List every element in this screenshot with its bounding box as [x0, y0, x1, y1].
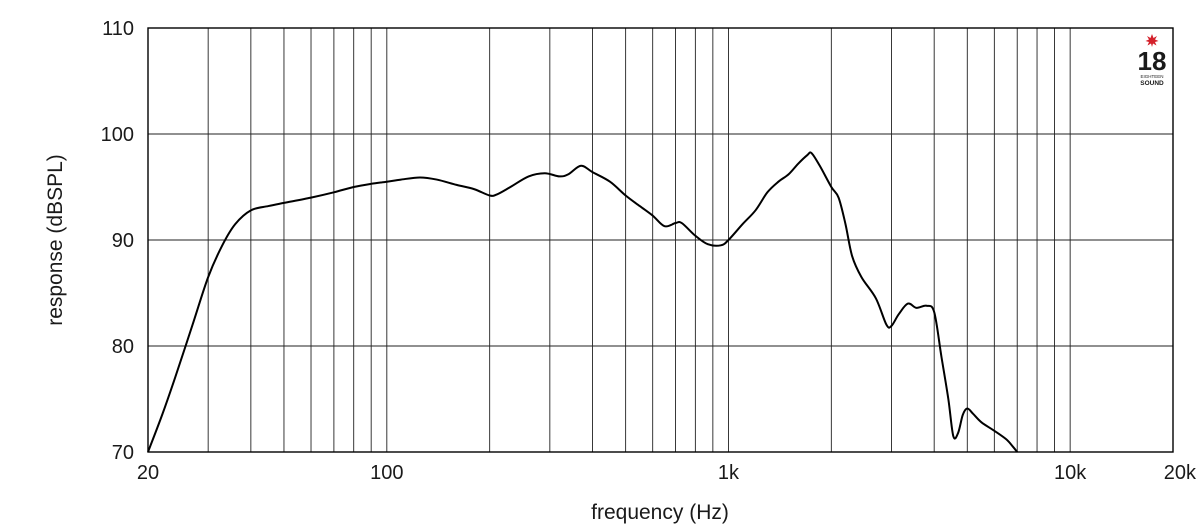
plot-frame: [147, 27, 1174, 453]
logo-subtext-bottom: SOUND: [1140, 80, 1164, 87]
series: [147, 151, 1018, 453]
eighteen-sound-logo: 18 EIGHTEEN SOUND: [1138, 34, 1167, 87]
x-tick-label: 100: [370, 462, 403, 484]
logo-subtext-top: EIGHTEEN: [1140, 74, 1163, 79]
y-tick-label: 70: [112, 442, 134, 464]
x-tick-label: 20: [137, 462, 159, 484]
x-tick-label: 10k: [1054, 462, 1087, 484]
response-curve: [147, 151, 1018, 453]
logo-numeral: 18: [1138, 46, 1167, 76]
x-axis-title: frequency (Hz): [591, 501, 729, 524]
y-tick-label: 110: [102, 18, 134, 40]
y-tick-label: 80: [112, 336, 134, 358]
logo-star-icon: [1145, 34, 1159, 47]
y-tick-label: 90: [112, 230, 134, 252]
y-axis-title: response (dBSPL): [44, 154, 67, 326]
y-tick-label: 100: [101, 124, 134, 146]
grid: [148, 27, 1173, 453]
x-tick-label: 1k: [718, 462, 740, 484]
tick-labels: 70 80 90 100 110 20 100 1k 10k 20k: [101, 18, 1197, 484]
x-tick-label: 20k: [1164, 462, 1197, 484]
